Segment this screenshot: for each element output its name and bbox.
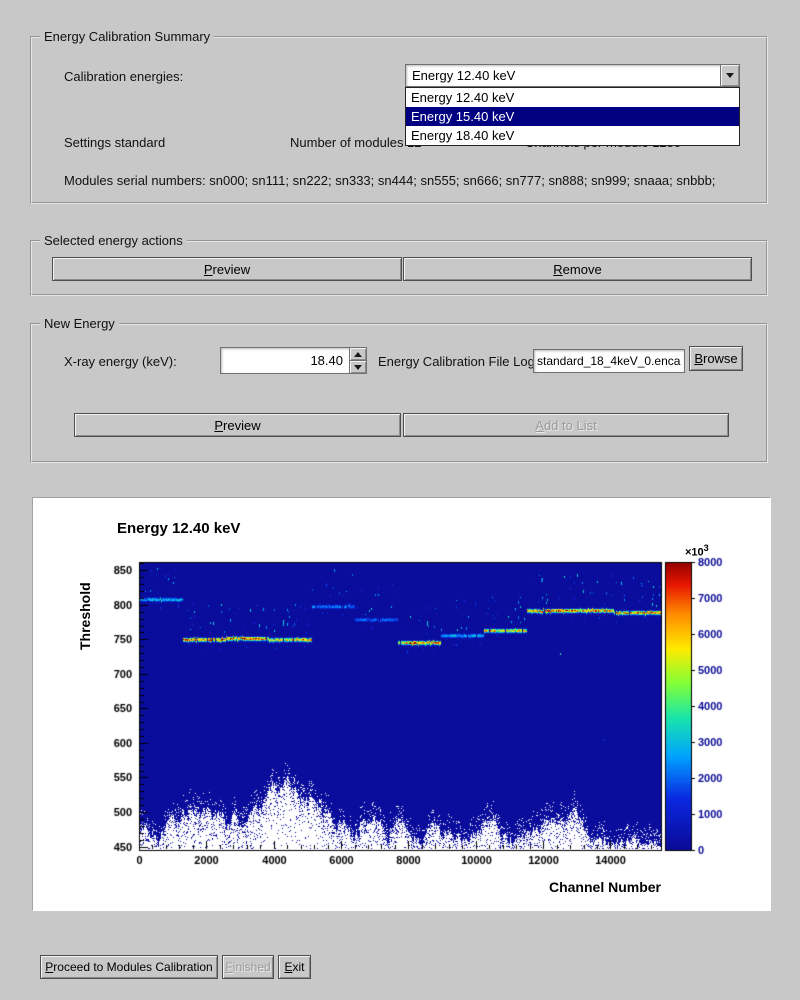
button-text: dd to List (543, 417, 597, 433)
button-text: review (223, 417, 261, 433)
add-to-list-button[interactable]: Add to List (403, 413, 729, 437)
y-axis-label: Threshold (77, 582, 93, 650)
button-mnemonic: E (284, 960, 293, 974)
button-text: xit (292, 960, 305, 974)
button-label: Browse (694, 351, 737, 366)
button-mnemonic: P (214, 417, 224, 433)
remove-selected-button[interactable]: Remove (403, 257, 752, 281)
selected-energy-actions-group: Selected energy actions Preview Remove (30, 233, 768, 296)
button-label: Remove (553, 262, 601, 277)
file-log-input[interactable] (533, 349, 685, 373)
xray-energy-input[interactable] (221, 348, 349, 373)
button-mnemonic: F (225, 960, 233, 974)
x-axis-label: Channel Number (548, 879, 661, 895)
finished-button[interactable]: Finished (222, 955, 274, 979)
button-text: review (212, 261, 251, 277)
dropdown-option-2[interactable]: Energy 15.40 keV (406, 107, 739, 126)
scale-mantissa: ×10 (685, 546, 704, 559)
new-energy-group: New Energy X-ray energy (keV): Energy Ca… (30, 316, 768, 463)
button-mnemonic: P (203, 261, 213, 277)
xray-energy-label: X-ray energy (keV): (64, 354, 177, 369)
calibration-energies-label: Calibration energies: (64, 69, 184, 84)
new-energy-group-title: New Energy (40, 316, 119, 331)
threshold-scan-panel: Energy 12.40 keV Threshold Channel Numbe… (32, 497, 771, 911)
combobox-selected-value: Energy 12.40 keV (412, 68, 516, 83)
settings-label: Settings standard (64, 135, 166, 150)
chart-title: Energy 12.40 keV (117, 520, 241, 537)
energy-calibration-summary-group: Energy Calibration Summary Calibration e… (30, 29, 768, 204)
button-label: Finished (225, 960, 270, 974)
preview-new-energy-button[interactable]: Preview (74, 413, 401, 437)
button-mnemonic: B (694, 351, 703, 366)
summary-group-title: Energy Calibration Summary (40, 29, 215, 44)
dropdown-option-1[interactable]: Energy 12.40 keV (411, 90, 515, 105)
serial-numbers-label: Modules serial numbers: sn000; sn111; sn… (64, 173, 716, 188)
spin-up-button[interactable] (350, 348, 366, 360)
dropdown-option-3[interactable]: Energy 18.40 keV (411, 128, 515, 143)
triangle-down-icon (354, 364, 362, 370)
spinbox-buttons (349, 348, 366, 373)
calibration-energies-dropdown: Energy 12.40 keV Energy 15.40 keV Energy… (405, 87, 740, 146)
proceed-to-modules-calibration-button[interactable]: Proceed to Modules Calibration (40, 955, 218, 979)
combobox-dropdown-button[interactable] (720, 65, 739, 86)
modules-count-label: Number of modules 12 (290, 135, 422, 150)
exit-button[interactable]: Exit (278, 955, 311, 979)
preview-selected-button[interactable]: Preview (52, 257, 402, 281)
button-text: inished (232, 960, 271, 974)
calibration-energies-combobox[interactable]: Energy 12.40 keV (405, 64, 740, 87)
spin-down-button[interactable] (350, 360, 366, 373)
colorbar-scale-label: ×103 (685, 543, 709, 559)
button-mnemonic: R (553, 261, 563, 277)
scale-exponent: 3 (703, 543, 709, 553)
button-label: Preview (214, 418, 260, 433)
button-text: roceed to Modules Calibration (53, 960, 213, 974)
button-text: emove (562, 261, 602, 277)
browse-button[interactable]: Browse (689, 346, 743, 371)
button-mnemonic: P (45, 960, 54, 974)
button-label: Exit (284, 960, 304, 974)
actions-group-title: Selected energy actions (40, 233, 187, 248)
button-label: Proceed to Modules Calibration (45, 960, 212, 974)
button-text: rowse (702, 351, 738, 366)
button-label: Add to List (535, 418, 596, 433)
file-log-label: Energy Calibration File Log (378, 354, 535, 369)
triangle-up-icon (354, 351, 362, 357)
button-mnemonic: A (535, 417, 544, 433)
threshold-scan-canvas (33, 498, 771, 911)
button-label: Preview (204, 262, 250, 277)
chevron-down-icon (726, 73, 734, 78)
xray-energy-spinbox[interactable] (220, 347, 367, 374)
